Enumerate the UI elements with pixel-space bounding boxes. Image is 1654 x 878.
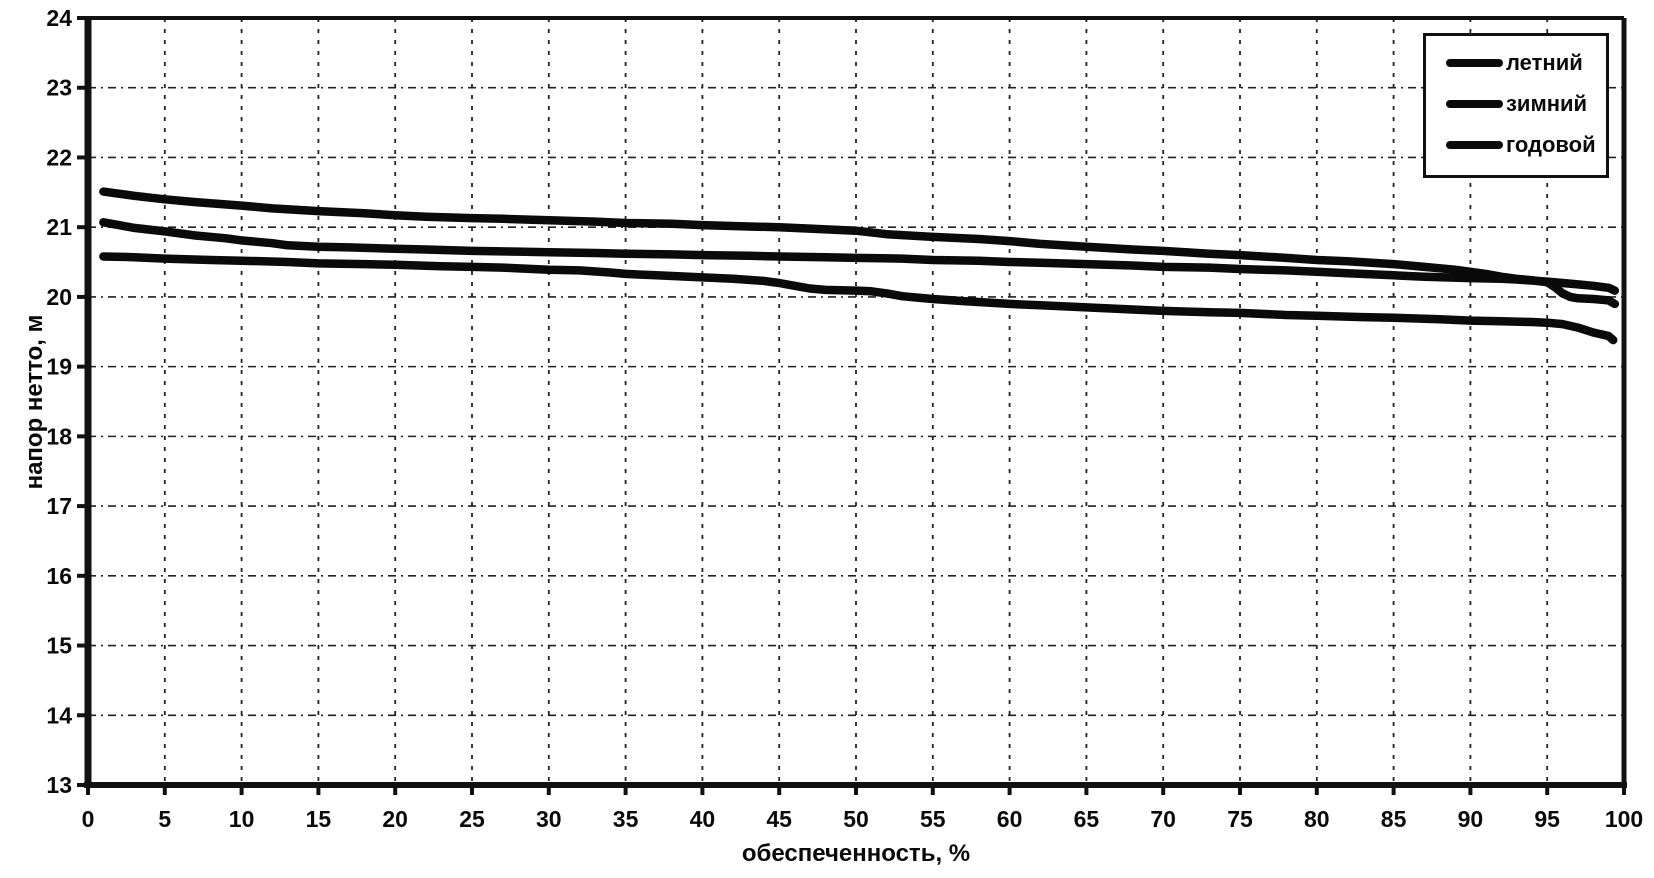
x-tick-label-15: 15 xyxy=(306,806,332,832)
y-tick-label-22: 22 xyxy=(46,144,72,170)
y-axis-title: напор нетто, м xyxy=(21,314,48,490)
y-tick-label-14: 14 xyxy=(46,702,72,728)
y-tick-label-21: 21 xyxy=(46,214,72,240)
legend-label-summer: летний xyxy=(1506,49,1583,75)
legend-line-swatch-summer xyxy=(1446,58,1503,67)
x-tick-label-55: 55 xyxy=(920,806,946,832)
x-tick-label-20: 20 xyxy=(382,806,408,832)
y-tick-label-15: 15 xyxy=(46,633,72,659)
y-tick-label-23: 23 xyxy=(46,75,72,101)
x-tick-label-0: 0 xyxy=(82,806,95,832)
x-tick-label-25: 25 xyxy=(459,806,485,832)
x-tick-label-35: 35 xyxy=(613,806,639,832)
series-line-1 xyxy=(99,218,1620,295)
x-tick-label-5: 5 xyxy=(158,806,171,832)
y-tick-label-16: 16 xyxy=(46,563,72,589)
y-tick-label-13: 13 xyxy=(46,772,72,798)
x-tick-label-100: 100 xyxy=(1605,806,1643,832)
legend-label-winter: зимний xyxy=(1506,90,1588,116)
y-tick-label-24: 24 xyxy=(46,5,72,31)
legend: летний зимний годовой xyxy=(1423,33,1609,178)
legend-item-annual: годовой xyxy=(1426,131,1606,157)
legend-item-winter: зимний xyxy=(1426,90,1606,116)
x-tick-label-60: 60 xyxy=(997,806,1023,832)
y-tick-label-20: 20 xyxy=(46,284,72,310)
legend-line-swatch-winter xyxy=(1446,99,1503,108)
x-tick-label-70: 70 xyxy=(1150,806,1176,832)
legend-line-swatch-annual xyxy=(1446,140,1503,149)
y-tick-label-19: 19 xyxy=(46,354,72,380)
x-tick-label-65: 65 xyxy=(1074,806,1100,832)
x-tick-label-45: 45 xyxy=(766,806,792,832)
x-axis-title: обеспеченность, % xyxy=(741,840,971,867)
x-tick-label-95: 95 xyxy=(1534,806,1560,832)
y-tick-label-17: 17 xyxy=(46,493,72,519)
x-tick-label-85: 85 xyxy=(1381,806,1407,832)
x-tick-label-40: 40 xyxy=(690,806,716,832)
x-tick-label-50: 50 xyxy=(843,806,869,832)
legend-label-annual: годовой xyxy=(1506,131,1596,157)
x-tick-label-75: 75 xyxy=(1227,806,1253,832)
x-tick-label-10: 10 xyxy=(229,806,255,832)
y-tick-label-18: 18 xyxy=(46,423,72,449)
x-tick-label-30: 30 xyxy=(536,806,562,832)
series-line-2 xyxy=(99,252,1618,345)
x-tick-label-90: 90 xyxy=(1458,806,1484,832)
x-tick-label-80: 80 xyxy=(1304,806,1330,832)
legend-item-summer: летний xyxy=(1426,49,1606,75)
